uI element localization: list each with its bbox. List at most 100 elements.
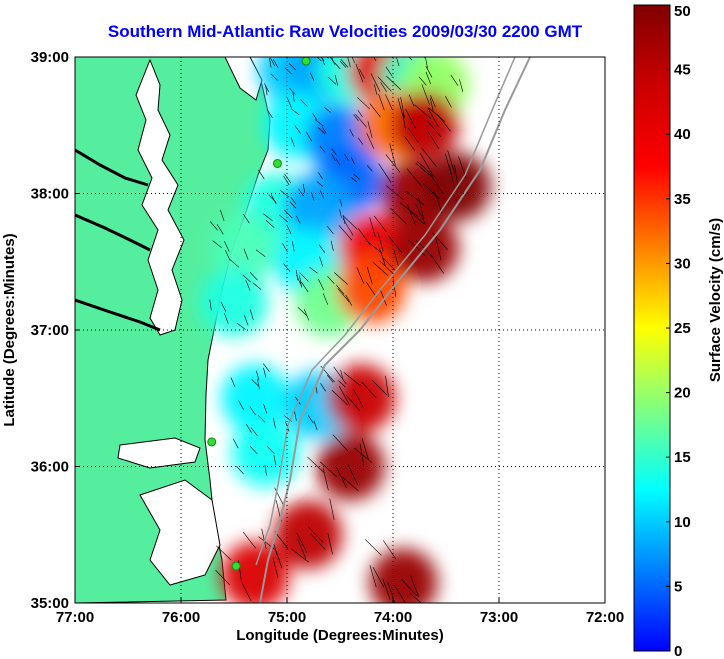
current-arrow xyxy=(319,145,326,153)
current-arrow xyxy=(261,528,267,549)
y-axis: 39:00 38:00 37:00 36:00 35:00 xyxy=(31,49,80,612)
potomac-river xyxy=(75,148,149,187)
current-arrow xyxy=(369,103,381,118)
current-arrow xyxy=(415,45,421,54)
james-river xyxy=(75,298,161,332)
current-arrow xyxy=(347,57,351,68)
current-arrow xyxy=(363,57,365,58)
current-arrow xyxy=(241,582,252,602)
current-arrow xyxy=(369,565,377,588)
current-arrow xyxy=(251,379,260,387)
current-arrow xyxy=(357,137,364,145)
current-arrow xyxy=(377,76,392,92)
current-arrow xyxy=(297,306,307,316)
current-arrow xyxy=(342,215,358,230)
current-arrow xyxy=(291,241,295,252)
current-arrow xyxy=(264,465,267,476)
current-arrow xyxy=(317,127,325,133)
current-arrow xyxy=(294,411,297,421)
current-arrow xyxy=(249,309,254,321)
current-arrow xyxy=(435,237,442,261)
current-arrow xyxy=(340,58,349,68)
current-arrow xyxy=(230,377,236,388)
velocity-cell xyxy=(327,364,396,433)
y-tick-label: 36:00 xyxy=(31,459,69,476)
current-arrow xyxy=(319,256,323,267)
colorbar-tick-label: 35 xyxy=(674,191,691,208)
current-arrow xyxy=(415,203,426,225)
current-arrow xyxy=(242,274,251,283)
current-arrow xyxy=(209,299,212,311)
current-arrow xyxy=(445,153,452,177)
current-arrow xyxy=(379,260,393,274)
x-tick-label: 73:00 xyxy=(480,609,518,626)
chart-title: Southern Mid-Atlantic Raw Velocities 200… xyxy=(107,22,583,41)
current-arrow xyxy=(336,284,345,295)
current-arrow xyxy=(327,276,335,284)
current-arrow xyxy=(298,188,304,197)
current-arrow xyxy=(410,575,420,597)
current-arrow xyxy=(394,584,406,603)
current-arrow xyxy=(342,215,346,224)
current-arrow xyxy=(307,415,314,424)
current-arrow xyxy=(283,175,290,186)
current-arrow xyxy=(229,259,239,268)
current-arrow xyxy=(301,281,309,293)
current-arrow xyxy=(209,221,218,231)
current-arrow xyxy=(243,248,249,260)
current-arrow xyxy=(302,183,305,193)
current-arrow xyxy=(367,121,373,139)
current-arrow xyxy=(334,74,339,86)
current-arrow xyxy=(331,153,336,162)
current-arrow xyxy=(265,220,275,228)
current-arrow xyxy=(357,109,363,117)
current-arrow xyxy=(422,182,440,200)
current-arrow xyxy=(321,44,327,50)
current-arrow xyxy=(270,57,276,67)
current-arrow xyxy=(284,173,292,184)
current-arrow xyxy=(430,94,436,108)
current-arrow xyxy=(449,164,455,188)
current-arrow xyxy=(402,113,406,131)
x-axis: 77:00 76:00 75:00 74:00 73:00 72:00 xyxy=(56,598,624,626)
y-tick-label: 37:00 xyxy=(31,322,69,339)
current-arrow xyxy=(454,165,459,189)
current-arrow xyxy=(329,498,335,520)
current-arrow xyxy=(265,85,268,96)
colorbar-tick-label: 40 xyxy=(674,126,691,143)
current-arrow xyxy=(318,172,323,180)
current-arrow xyxy=(296,270,299,281)
current-arrow xyxy=(447,150,455,173)
current-arrow xyxy=(339,60,347,68)
current-arrow xyxy=(353,174,360,180)
current-arrow xyxy=(263,363,270,372)
current-arrow xyxy=(376,28,379,48)
current-arrow xyxy=(351,57,356,63)
current-arrow xyxy=(300,99,308,107)
current-arrow xyxy=(426,120,442,138)
current-arrow xyxy=(256,370,260,381)
current-arrow xyxy=(357,97,371,110)
current-arrow xyxy=(421,84,430,105)
current-arrow xyxy=(385,66,393,77)
current-arrow xyxy=(225,249,231,261)
albemarle-sound xyxy=(117,437,201,469)
current-arrow xyxy=(272,59,279,68)
current-arrow xyxy=(290,136,295,147)
current-arrow xyxy=(287,98,292,108)
velocity-cell xyxy=(369,548,438,603)
current-arrow xyxy=(263,403,268,414)
y-tick-label: 35:00 xyxy=(31,595,69,612)
current-arrow xyxy=(303,308,310,321)
current-arrow xyxy=(273,454,277,466)
current-arrow xyxy=(266,109,273,119)
current-arrow xyxy=(387,582,396,603)
current-arrow xyxy=(252,282,262,290)
current-arrow xyxy=(406,191,425,206)
current-arrow xyxy=(417,161,436,178)
velocity-cell xyxy=(200,268,268,337)
current-arrows xyxy=(209,28,467,603)
current-arrow xyxy=(216,224,224,235)
current-arrow xyxy=(291,548,309,563)
